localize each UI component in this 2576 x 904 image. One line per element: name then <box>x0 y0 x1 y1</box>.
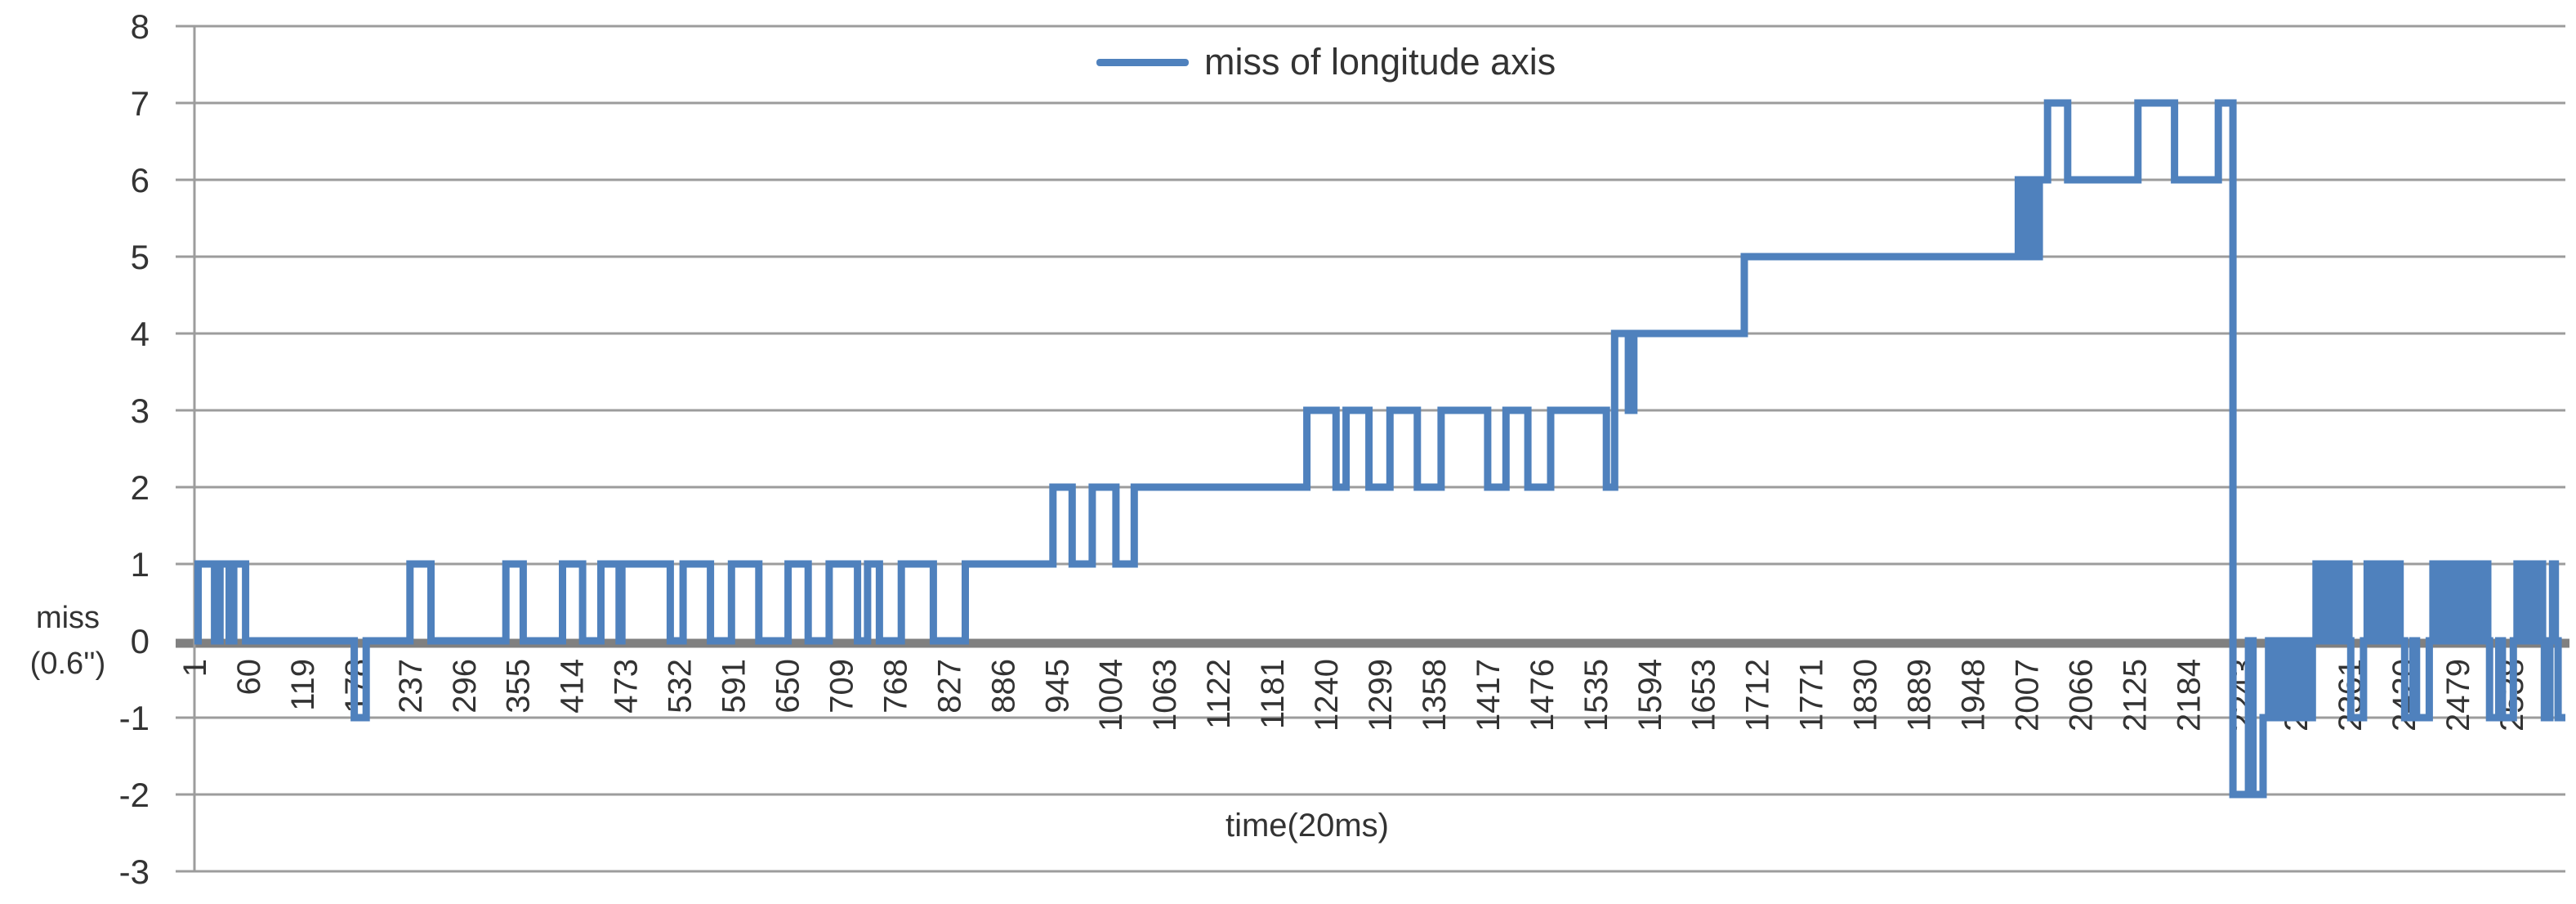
x-tick-label: 886 <box>985 659 1021 714</box>
series-line <box>194 99 2565 799</box>
y-tick-label: 1 <box>131 545 150 584</box>
x-tick-label: 1594 <box>1632 659 1668 732</box>
x-tick-label: 1889 <box>1902 659 1938 732</box>
x-tick-label: 1063 <box>1147 659 1183 732</box>
y-tick-label: -2 <box>119 776 150 814</box>
y-tick-label: 8 <box>131 7 150 46</box>
x-tick-label: 1712 <box>1740 659 1776 732</box>
y-tick-label: 7 <box>131 84 150 123</box>
y-tick-label: 3 <box>131 392 150 430</box>
x-tick-label: 1948 <box>1956 659 1992 732</box>
x-tick-label: 1476 <box>1525 659 1560 732</box>
x-tick-label: 1181 <box>1255 659 1291 729</box>
x-tick-label: 1358 <box>1417 659 1453 732</box>
legend-line-swatch <box>1096 58 1189 66</box>
x-tick-label: 945 <box>1039 659 1075 714</box>
x-tick-label: 355 <box>501 659 537 714</box>
x-tick-label: 296 <box>447 659 483 714</box>
y-axis-title: miss (0.6'') <box>15 595 121 687</box>
x-tick-label: 2184 <box>2171 659 2207 732</box>
y-axis-title-line2: (0.6'') <box>29 647 106 681</box>
x-tick-label: 1240 <box>1309 659 1345 732</box>
y-tick-label: 5 <box>131 238 150 276</box>
x-tick-label: 1653 <box>1686 659 1722 732</box>
legend-label: miss of longitude axis <box>1204 41 1556 83</box>
x-tick-label: 591 <box>717 659 752 714</box>
x-tick-label: 119 <box>285 659 321 711</box>
legend: miss of longitude axis <box>1096 41 1556 83</box>
x-tick-label: 827 <box>931 659 967 714</box>
x-tick-label: 1004 <box>1093 659 1129 732</box>
x-tick-label: 414 <box>555 659 591 714</box>
x-tick-label: 2066 <box>2063 659 2099 732</box>
y-axis-title-line1: miss <box>35 601 100 635</box>
x-tick-label: 237 <box>393 659 429 714</box>
y-tick-label: -1 <box>119 699 150 737</box>
y-tick-label: 0 <box>131 622 150 660</box>
x-tick-label: 532 <box>663 659 699 714</box>
x-tick-label: 2479 <box>2440 659 2476 732</box>
x-tick-label: 768 <box>877 659 913 714</box>
x-tick-label: 1535 <box>1578 659 1614 732</box>
x-tick-label: 473 <box>609 659 645 714</box>
y-tick-label: 2 <box>131 468 150 507</box>
x-tick-label: 2125 <box>2117 659 2153 732</box>
y-tick-label: 4 <box>131 315 150 353</box>
x-tick-label: 709 <box>824 659 859 714</box>
x-tick-label: 1417 <box>1471 659 1507 732</box>
x-tick-label: 1830 <box>1848 659 1884 732</box>
y-tick-label: -3 <box>119 853 150 891</box>
x-tick-label: 650 <box>770 659 806 714</box>
y-tick-label: 6 <box>131 161 150 199</box>
x-tick-label: 2007 <box>2009 659 2045 732</box>
x-tick-label: 1122 <box>1201 659 1237 729</box>
x-tick-label: 60 <box>231 659 267 696</box>
x-tick-label: 1 <box>177 659 213 677</box>
x-axis-title: time(20ms) <box>1225 808 1390 844</box>
x-tick-label: 1299 <box>1363 659 1399 732</box>
x-tick-label: 1771 <box>1794 659 1830 732</box>
